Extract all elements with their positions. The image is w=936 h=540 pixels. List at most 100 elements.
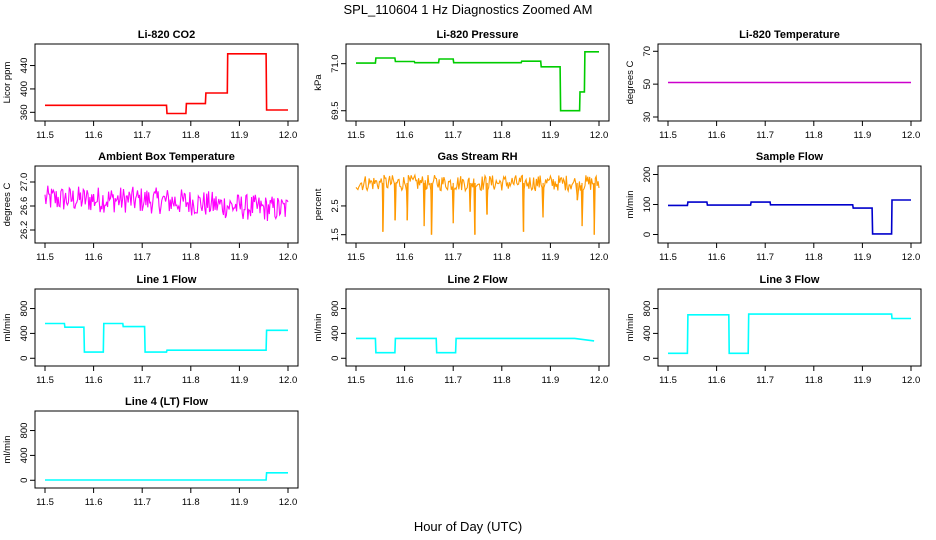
series-line — [668, 199, 911, 235]
series-line — [45, 52, 288, 115]
x-tick-label: 12.0 — [902, 252, 921, 263]
y-tick-label: 50 — [642, 79, 653, 90]
y-tick-label: 71.0 — [330, 54, 341, 73]
y-tick-label: 70 — [642, 46, 653, 57]
x-tick-label: 11.9 — [231, 497, 249, 508]
x-tick-label: 11.9 — [231, 375, 249, 386]
y-axis-label: degrees C — [625, 60, 636, 104]
y-tick-label: 400 — [19, 325, 30, 341]
y-tick-label: 26.2 — [19, 221, 30, 240]
panel-10: Line 4 (LT) Flow ml/min 11.5 11.6 11.7 11.8 11… — [2, 396, 299, 508]
x-tick-label: 11.8 — [182, 252, 200, 263]
x-tick-label: 11.6 — [396, 252, 414, 263]
series-line — [45, 322, 288, 353]
y-tick-label: 800 — [642, 301, 653, 317]
x-tick-label: 11.7 — [133, 130, 151, 141]
series-line — [356, 50, 599, 112]
panel-7: Line 1 Flow ml/min 11.5 11.6 11.7 11.8 11.9 12.… — [2, 274, 299, 386]
panel-title: Li-820 Temperature — [739, 29, 840, 41]
x-tick-label: 11.5 — [36, 252, 54, 263]
y-tick-label: 400 — [642, 325, 653, 341]
x-tick-label: 11.8 — [182, 497, 200, 508]
x-tick-label: 11.9 — [854, 130, 872, 141]
y-tick-label: 2.5 — [330, 199, 341, 212]
panel-3: Li-820 Temperature degrees C 11.5 11.6 11.7 1… — [625, 29, 922, 141]
x-tick-label: 11.9 — [542, 375, 560, 386]
series-line — [355, 173, 600, 235]
y-axis-label: ml/min — [625, 314, 636, 342]
panel-8: Line 2 Flow ml/min 11.5 11.6 11.7 11.8 11.9 12.… — [313, 274, 610, 386]
x-tick-label: 11.6 — [85, 130, 103, 141]
x-tick-label: 11.7 — [133, 497, 151, 508]
panel-title: Line 4 (LT) Flow — [125, 396, 208, 408]
x-tick-label: 11.6 — [85, 375, 103, 386]
x-tick-label: 11.5 — [659, 252, 677, 263]
y-tick-label: 400 — [330, 325, 341, 341]
x-tick-label: 12.0 — [902, 130, 921, 141]
y-tick-label: 27.0 — [19, 173, 30, 192]
panel-title: Line 3 Flow — [760, 274, 820, 286]
y-tick-label: 69.5 — [330, 101, 341, 120]
plot-frame — [34, 410, 299, 489]
x-tick-label: 12.0 — [590, 252, 609, 263]
x-tick-label: 11.6 — [708, 252, 726, 263]
x-tick-label: 11.5 — [659, 130, 677, 141]
y-axis-label: kPa — [313, 74, 324, 91]
plot-frame — [657, 288, 922, 367]
x-tick-label: 11.6 — [85, 252, 103, 263]
x-tick-label: 11.8 — [493, 375, 511, 386]
panel-title: Line 1 Flow — [137, 274, 197, 286]
x-tick-label: 11.7 — [444, 375, 462, 386]
series-line — [44, 185, 289, 222]
y-axis-label: ml/min — [313, 314, 324, 342]
y-tick-label: 0 — [642, 356, 653, 361]
y-tick-label: 400 — [19, 81, 30, 97]
x-tick-label: 11.7 — [444, 252, 462, 263]
panel-title: Ambient Box Temperature — [98, 151, 235, 163]
x-tick-label: 12.0 — [279, 130, 298, 141]
x-tick-label: 11.9 — [231, 130, 249, 141]
x-tick-label: 12.0 — [279, 375, 298, 386]
y-tick-label: 360 — [19, 104, 30, 120]
y-tick-label: 200 — [642, 167, 653, 183]
x-tick-label: 12.0 — [902, 375, 921, 386]
panel-title: Li-820 Pressure — [437, 29, 519, 41]
series-line — [45, 471, 288, 481]
panel-9: Line 3 Flow ml/min 11.5 11.6 11.7 11.8 11.9 12.… — [625, 274, 922, 386]
y-axis-label: ml/min — [2, 436, 13, 464]
panel-5: Gas Stream RH percent 11.5 11.6 11.7 11.8 11.9… — [313, 151, 610, 263]
y-tick-label: 30 — [642, 112, 653, 123]
x-tick-label: 11.9 — [854, 375, 872, 386]
y-axis-label: ml/min — [2, 314, 13, 342]
y-tick-label: 800 — [19, 301, 30, 317]
x-tick-label: 11.6 — [708, 130, 726, 141]
panel-4: Ambient Box Temperature degrees C 11.5 11.6… — [2, 151, 299, 263]
x-tick-label: 12.0 — [590, 130, 609, 141]
plot-frame — [657, 43, 922, 122]
plot-frame — [345, 288, 610, 367]
panel-title: Gas Stream RH — [437, 151, 517, 163]
series-line — [668, 313, 911, 355]
x-tick-label: 11.6 — [85, 497, 103, 508]
x-tick-label: 11.8 — [182, 375, 200, 386]
y-tick-label: 0 — [19, 356, 30, 361]
panel-title: Li-820 CO2 — [138, 29, 195, 41]
x-tick-label: 11.8 — [805, 252, 823, 263]
panel-6: Sample Flow ml/min 11.5 11.6 11.7 11.8 11.9 12.… — [625, 151, 922, 263]
y-axis-label: Licor ppm — [2, 62, 13, 104]
y-tick-label: 0 — [19, 478, 30, 483]
x-tick-label: 11.5 — [659, 375, 677, 386]
y-tick-label: 100 — [642, 197, 653, 213]
panel-title: Line 2 Flow — [448, 274, 508, 286]
x-tick-label: 11.6 — [396, 375, 414, 386]
x-tick-label: 11.7 — [756, 252, 774, 263]
plot-frame — [345, 43, 610, 122]
y-axis-label: degrees C — [2, 182, 13, 226]
x-tick-label: 11.6 — [396, 130, 414, 141]
x-tick-label: 11.5 — [36, 375, 54, 386]
series-line — [356, 337, 595, 354]
plot-frame — [345, 165, 610, 244]
x-tick-label: 11.6 — [708, 375, 726, 386]
y-tick-label: 26.6 — [19, 197, 30, 216]
